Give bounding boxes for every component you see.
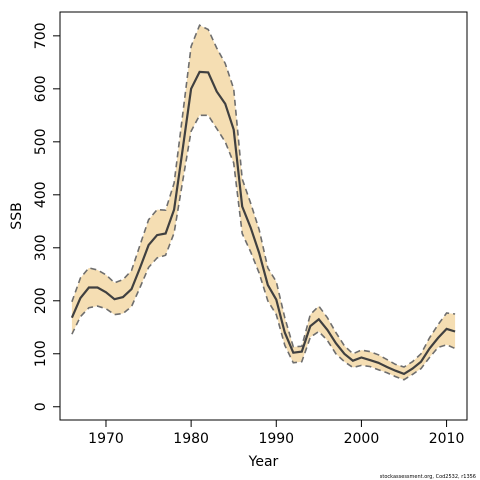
x-tick-label: 2000 bbox=[344, 431, 380, 447]
y-tick-label: 300 bbox=[33, 234, 49, 261]
y-axis: 0 100 200 300 400 500 600 700 bbox=[33, 22, 61, 411]
y-tick-label: 500 bbox=[33, 128, 49, 155]
x-tick-label: 2010 bbox=[429, 431, 465, 447]
ssb-estimate-line bbox=[70, 70, 456, 376]
x-tick-label: 1980 bbox=[173, 431, 209, 447]
y-tick-label: 700 bbox=[33, 22, 49, 49]
x-tick-label: 1970 bbox=[88, 431, 124, 447]
credit-text: stockassessment.org, Cod2532, r1356 bbox=[380, 474, 476, 480]
plot-frame bbox=[59, 11, 468, 421]
y-tick-label: 0 bbox=[33, 402, 49, 411]
y-tick-label: 400 bbox=[33, 181, 49, 208]
upper-bound-line bbox=[71, 24, 456, 368]
lower-bound-line bbox=[71, 114, 456, 381]
x-tick-label: 1990 bbox=[258, 431, 294, 447]
y-tick-label: 600 bbox=[33, 75, 49, 102]
y-tick-label: 200 bbox=[33, 287, 49, 314]
y-axis-title: SSB bbox=[9, 202, 25, 229]
x-axis-title: Year bbox=[248, 454, 279, 470]
confidence-band bbox=[71, 25, 456, 380]
y-tick-label: 100 bbox=[33, 340, 49, 367]
x-axis: 1970 1980 1990 2000 2010 bbox=[88, 419, 465, 447]
